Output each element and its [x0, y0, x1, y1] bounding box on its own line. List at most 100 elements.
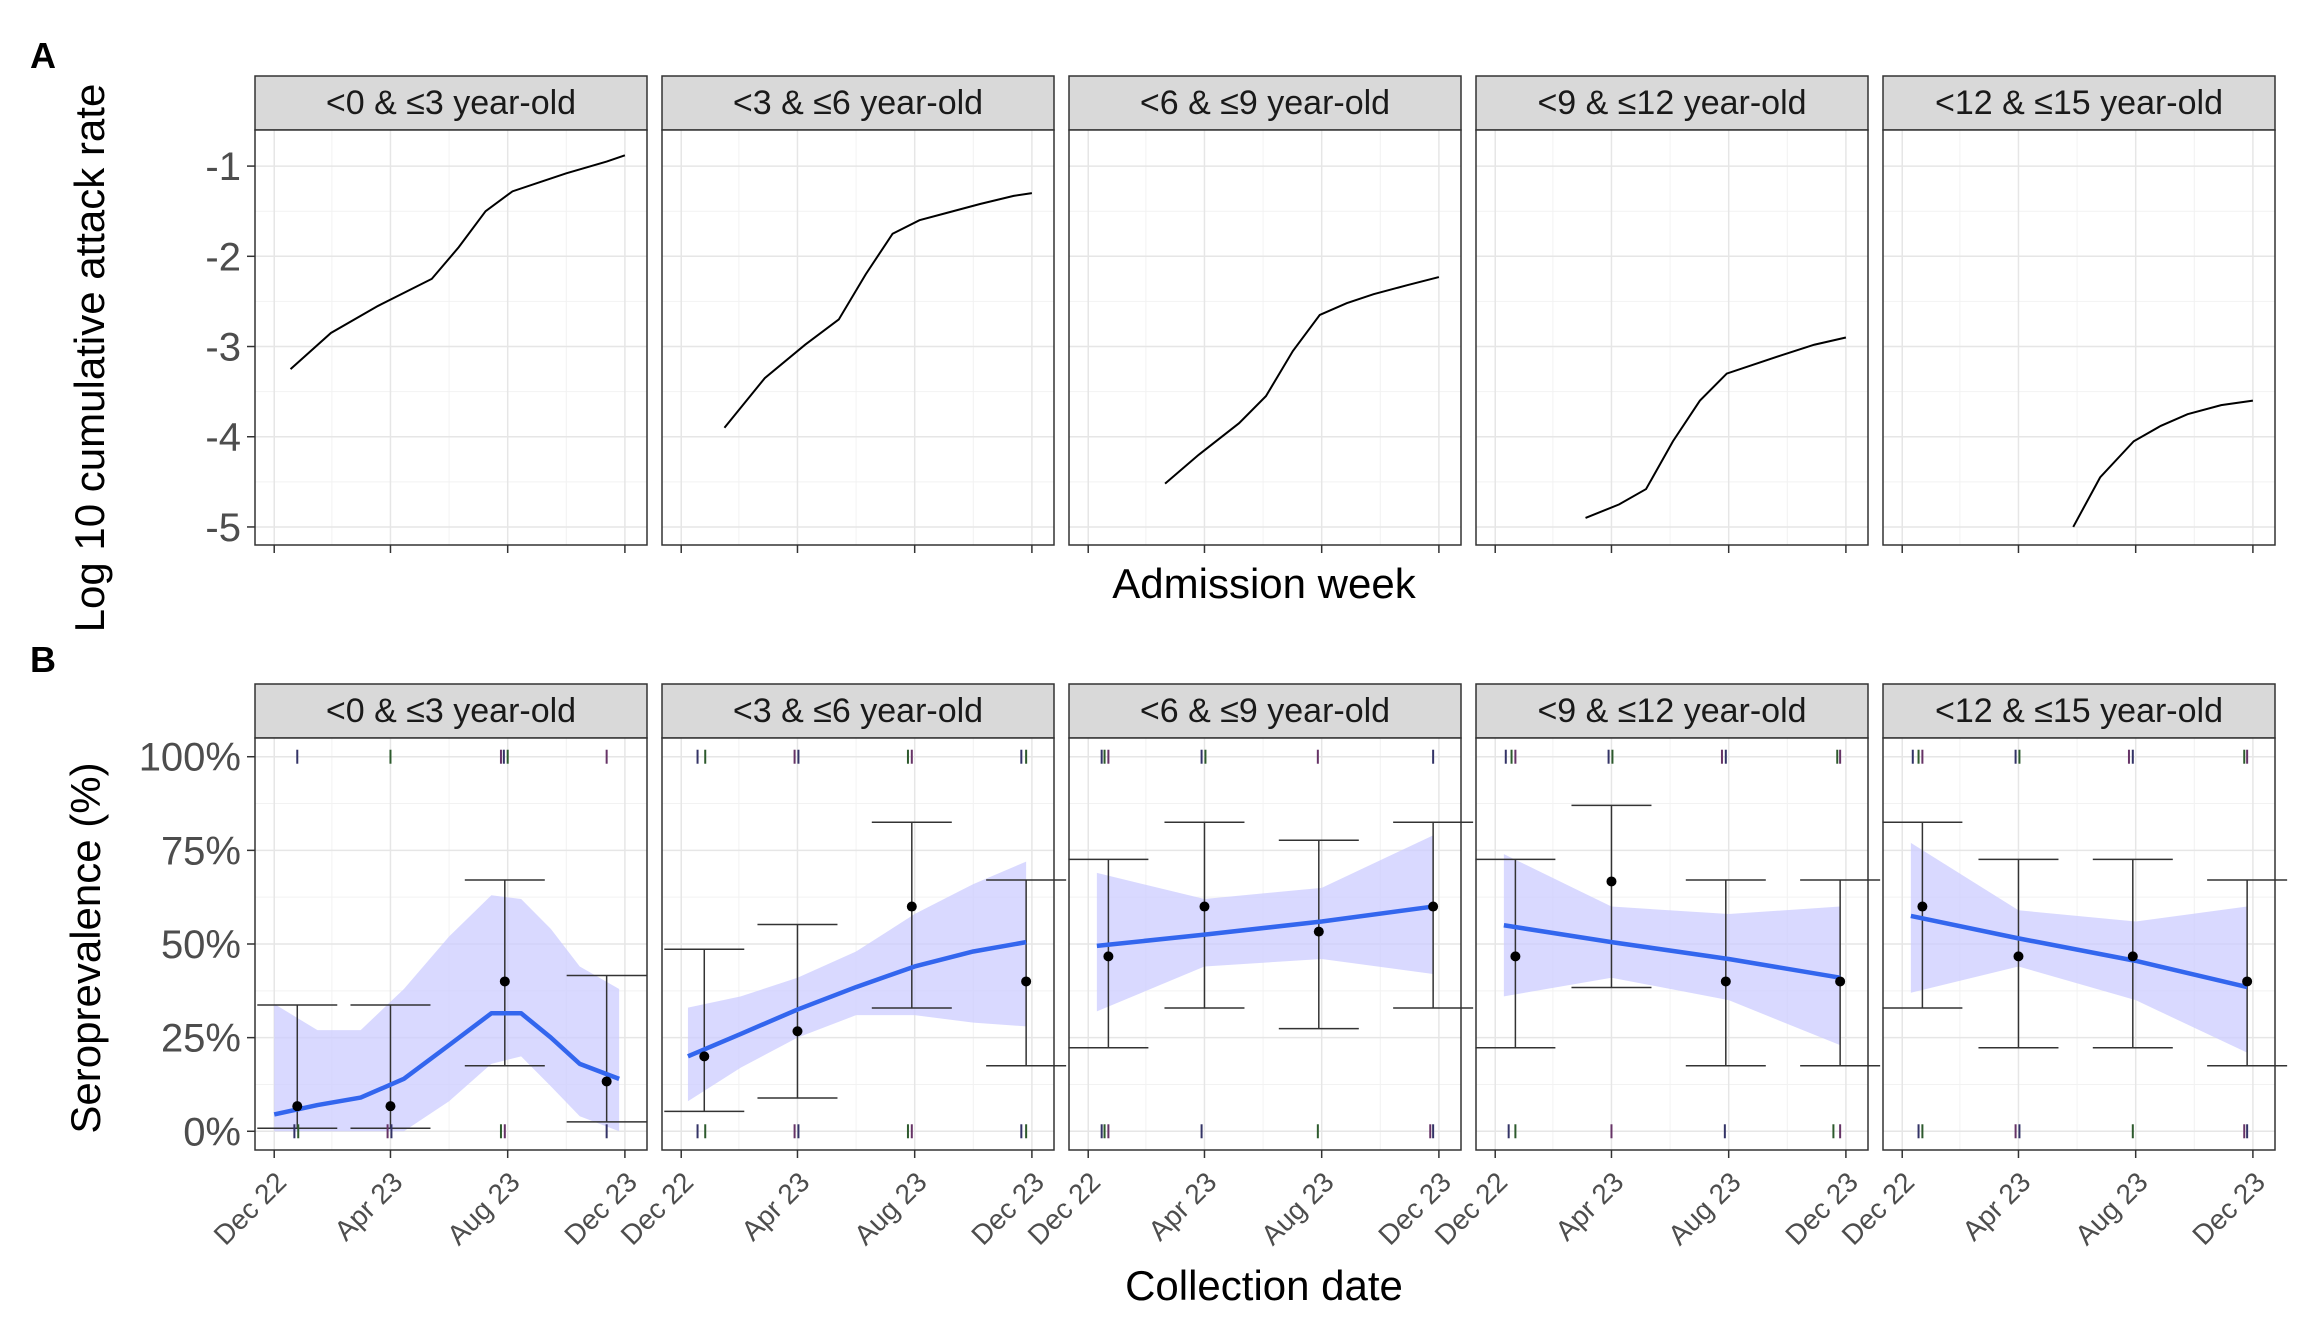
- data-point: [792, 1026, 803, 1037]
- x-tick-label: Aug 23: [848, 1166, 933, 1251]
- facet-strip-label: <6 & ≤9 year-old: [1140, 692, 1390, 730]
- y-tick-label: 0%: [183, 1110, 241, 1154]
- facet-strip: [1068, 75, 1462, 131]
- attack-rate-line: [1164, 276, 1440, 485]
- attack-rate-line: [1585, 336, 1847, 519]
- confidence-ribbon: [274, 895, 620, 1132]
- facet-strip: [1475, 683, 1869, 739]
- data-point: [1313, 926, 1324, 937]
- x-tick-label: Aug 23: [441, 1166, 526, 1251]
- panel-border: [1068, 737, 1462, 1151]
- panel-b-y-axis-title: Seroprevalence (%): [62, 762, 109, 1133]
- facet-strip-label: <3 & ≤6 year-old: [733, 692, 983, 730]
- confidence-ribbon: [687, 861, 1027, 1102]
- data-point: [1021, 976, 1032, 987]
- panel-a-x-axis-title: Admission week: [1112, 560, 1416, 607]
- x-tick-label: Apr 23: [1549, 1166, 1629, 1246]
- attack-rate-line: [289, 154, 626, 370]
- panel-border: [1475, 737, 1869, 1151]
- facet-strip: [254, 683, 648, 739]
- panel-a-y-axis-title: Log 10 cumulative attack rate: [66, 84, 113, 633]
- x-tick-label: Apr 23: [1142, 1166, 1222, 1246]
- smooth-trend-line: [687, 939, 1027, 1059]
- data-point: [385, 1101, 396, 1112]
- facet-panels: <0 & ≤3 year-old -1 -2 -3 -4 -5 <3 & ≤6 year-o…: [139, 75, 2288, 1251]
- panel-b-x-axis-title: Collection date: [1125, 1262, 1403, 1309]
- panel-a-facet-3: <6 & ≤9 year-old: [1068, 75, 1462, 553]
- facet-strip: [1068, 683, 1462, 739]
- panel-a-facet-4: <9 & ≤12 year-old: [1475, 75, 1869, 553]
- x-tick-label: Aug 23: [1255, 1166, 1340, 1251]
- facet-strip-label: <0 & ≤3 year-old: [326, 692, 576, 730]
- data-point: [1917, 901, 1928, 912]
- data-point: [1103, 951, 1114, 962]
- data-point: [1835, 976, 1846, 987]
- x-tick-label: Dec 23: [2186, 1166, 2271, 1251]
- x-tick-label: Aug 23: [1662, 1166, 1747, 1251]
- data-point: [699, 1051, 710, 1062]
- y-tick-label: -4: [205, 416, 241, 460]
- plot-area: [1883, 130, 2275, 545]
- panel-label-a: A: [30, 35, 56, 76]
- y-tick-label: -2: [205, 235, 241, 279]
- facet-strip-label: <9 & ≤12 year-old: [1537, 692, 1806, 730]
- facet-strip: [254, 75, 648, 131]
- data-point: [1720, 976, 1731, 987]
- x-tick-label: Apr 23: [328, 1166, 408, 1246]
- data-point: [2013, 951, 2024, 962]
- smooth-trend-line: [1503, 923, 1841, 980]
- facet-strip-label: <12 & ≤15 year-old: [1935, 84, 2223, 122]
- panel-border: [254, 129, 648, 546]
- y-tick-label: 50%: [161, 923, 241, 967]
- data-point: [601, 1076, 612, 1087]
- facet-strip-label: <3 & ≤6 year-old: [733, 84, 983, 122]
- panel-border: [1882, 737, 2276, 1151]
- plot-area: [1476, 130, 1868, 545]
- x-tick-label: Aug 23: [2069, 1166, 2154, 1251]
- plot-area: [255, 130, 647, 545]
- smooth-trend-line: [273, 1011, 620, 1117]
- data-point: [1199, 901, 1210, 912]
- panel-border: [661, 129, 1055, 546]
- facet-strip-label: <12 & ≤15 year-old: [1935, 692, 2223, 730]
- panel-border: [661, 737, 1055, 1151]
- facet-strip: [661, 75, 1055, 131]
- smooth-trend-line: [1910, 913, 2248, 990]
- plot-area: [1069, 130, 1461, 545]
- facet-strip: [1882, 683, 2276, 739]
- data-point: [906, 901, 917, 912]
- y-tick-label: -5: [205, 506, 241, 550]
- panel-label-b: B: [30, 639, 56, 680]
- data-point: [292, 1101, 303, 1112]
- data-point: [1510, 951, 1521, 962]
- confidence-ribbon: [1096, 835, 1434, 1012]
- data-point: [1606, 876, 1617, 887]
- panel-border: [1068, 129, 1462, 546]
- y-tick-label: 100%: [139, 736, 241, 780]
- facet-strip: [661, 683, 1055, 739]
- attack-rate-line: [2072, 399, 2254, 528]
- y-tick-label: 25%: [161, 1017, 241, 1061]
- data-point: [499, 976, 510, 987]
- y-tick-label: -3: [205, 326, 241, 370]
- y-tick-label: 75%: [161, 829, 241, 873]
- panel-border: [1882, 129, 2276, 546]
- panel-a-facet-1: <0 & ≤3 year-old -1 -2 -3 -4 -5: [205, 75, 648, 553]
- data-point: [1428, 901, 1439, 912]
- smooth-trend-line: [1096, 904, 1434, 949]
- data-point: [2127, 951, 2138, 962]
- facet-strip: [1882, 75, 2276, 131]
- panel-a-facet-2: <3 & ≤6 year-old: [661, 75, 1055, 553]
- plot-area: [662, 130, 1054, 545]
- facet-strip-label: <9 & ≤12 year-old: [1537, 84, 1806, 122]
- panel-border: [1475, 129, 1869, 546]
- x-tick-label: Apr 23: [1956, 1166, 2036, 1246]
- facet-strip: [1475, 75, 1869, 131]
- facet-strip-label: <0 & ≤3 year-old: [326, 84, 576, 122]
